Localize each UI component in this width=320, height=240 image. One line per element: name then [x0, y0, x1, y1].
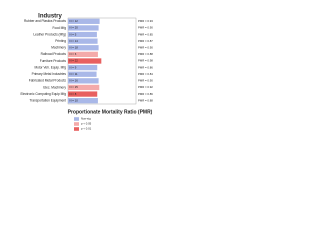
value-label: PMR = 0.90 [138, 46, 153, 50]
value-label: PMR = 0.90 [138, 79, 153, 83]
y-tick-label: Machinery [51, 46, 66, 50]
legend-label: p < 0.05 [81, 122, 92, 126]
y-tick-label: Furniture Products [40, 59, 67, 63]
value-label: PMR = 0.98 [138, 59, 153, 63]
y-tick-label: Transportation Equipment [29, 99, 66, 103]
bar [68, 64, 98, 71]
n-label: N = 16 [70, 79, 79, 83]
legend-label: p < 0.01 [81, 127, 92, 131]
n-label: N = 11 [70, 72, 79, 76]
legend-swatch [74, 127, 79, 131]
n-label: N = 14 [70, 39, 79, 43]
value-label: PMR = 0.87 [138, 39, 153, 43]
legend-label: Non-sig [81, 117, 91, 121]
value-label: PMR = 0.86 [138, 92, 153, 96]
value-label: PMR = 0.88 [138, 98, 153, 102]
y-tick-label: Electronic Computing Equip Mfg [20, 92, 66, 96]
y-tick-label: Railroad Products [41, 52, 67, 56]
bar [68, 31, 97, 38]
n-label: N = 10 [70, 98, 79, 102]
bar [68, 71, 97, 77]
n-label: N = 12 [70, 19, 79, 23]
bar [68, 98, 98, 104]
bar [68, 25, 99, 31]
value-label: PMR = 0.90 [138, 26, 153, 30]
bar [68, 91, 98, 97]
y-tick-label: Printing [55, 39, 66, 43]
n-label: N = 22 [70, 59, 79, 63]
y-tick-label: Fabricated Metal Products [29, 79, 67, 83]
value-label: PMR = 0.85 [138, 32, 153, 36]
y-tick-label: Leather Products (Mfg) [33, 32, 66, 36]
value-label: PMR = 0.93 [138, 19, 153, 23]
value-label: PMR = 0.86 [138, 65, 153, 69]
n-label: N = 25 [70, 85, 79, 89]
chart-title: Industry [38, 14, 62, 20]
n-label: N = 8 [70, 92, 77, 96]
bar [68, 38, 98, 44]
bar [68, 58, 102, 64]
legend-swatch [74, 117, 79, 121]
y-tick-label: Food Mfg [53, 26, 67, 30]
n-label: N = 18 [70, 46, 79, 50]
bar [68, 45, 99, 51]
bar [68, 51, 98, 58]
bar [68, 78, 99, 84]
n-label: N = 20 [70, 26, 79, 30]
y-tick-label: Elec. Machinery [43, 85, 66, 89]
y-tick-label: Motor Veh. Equip. Mfg [34, 65, 66, 69]
n-label: N = 5 [70, 32, 77, 36]
n-label: N = 9 [70, 65, 77, 69]
legend-swatch [74, 122, 79, 126]
bar [68, 84, 100, 91]
y-tick-label: Primary Metal Industries [32, 72, 67, 76]
bar [68, 18, 100, 24]
x-axis-label: Proportionate Mortality Ratio (PMR) [68, 109, 153, 115]
chart: Industry Proportionate Mortality Ratio (… [20, 14, 153, 131]
y-tick-label: Rubber and Plastics Products [24, 19, 66, 23]
n-label: N = 6 [70, 52, 77, 56]
value-label: PMR = 0.92 [138, 85, 153, 89]
value-label: PMR = 0.84 [138, 72, 153, 76]
value-label: PMR = 0.88 [138, 52, 153, 56]
